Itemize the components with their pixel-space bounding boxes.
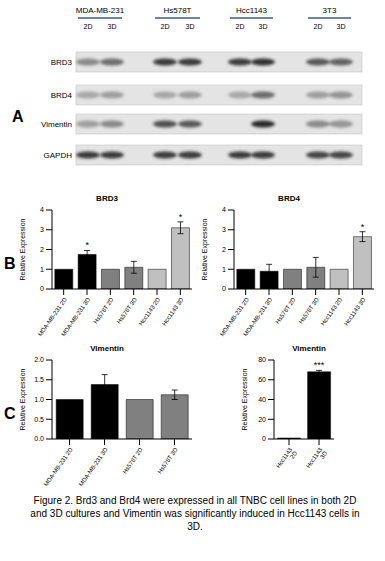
svg-text:MDA-MB-231 2D: MDA-MB-231 2D	[43, 446, 74, 487]
svg-text:0: 0	[262, 435, 266, 442]
svg-text:BRD4: BRD4	[51, 91, 73, 100]
svg-text:*: *	[179, 212, 183, 222]
svg-text:MDA-MB-231 2D: MDA-MB-231 2D	[36, 296, 68, 338]
svg-text:2: 2	[40, 246, 44, 253]
svg-text:2D: 2D	[84, 23, 93, 30]
svg-text:Hs578T: Hs578T	[163, 6, 191, 15]
svg-text:80: 80	[258, 356, 266, 363]
svg-text:*: *	[361, 222, 365, 232]
svg-text:20: 20	[258, 416, 266, 423]
svg-text:Hs578T 3D: Hs578T 3D	[116, 296, 139, 325]
svg-text:0.5: 0.5	[34, 416, 44, 423]
svg-text:60: 60	[258, 376, 266, 383]
svg-text:Hcc11432D: Hcc11432D	[275, 446, 299, 472]
svg-text:Vimentin: Vimentin	[41, 120, 72, 129]
svg-text:MDA-MB-231 3D: MDA-MB-231 3D	[60, 296, 91, 337]
svg-text:1: 1	[222, 266, 226, 273]
svg-text:BRD3: BRD3	[51, 58, 73, 67]
svg-text:2D: 2D	[314, 23, 323, 30]
svg-text:*: *	[85, 240, 89, 250]
svg-text:0: 0	[222, 285, 226, 292]
svg-text:MDA-MB-231: MDA-MB-231	[76, 6, 125, 15]
svg-text:MDA-MB-231 2D: MDA-MB-231 2D	[218, 296, 250, 338]
svg-text:0: 0	[40, 285, 44, 292]
svg-text:Hcc1143 3D: Hcc1143 3D	[343, 296, 367, 327]
svg-text:Hcc11433D: Hcc11433D	[305, 446, 329, 472]
svg-text:Hcc1143 3D: Hcc1143 3D	[161, 296, 185, 327]
svg-text:Hcc1143: Hcc1143	[236, 6, 268, 15]
svg-text:2: 2	[222, 246, 226, 253]
svg-text:Hs578T 2D: Hs578T 2D	[274, 296, 297, 325]
svg-text:***: ***	[314, 360, 325, 370]
svg-text:3D: 3D	[108, 23, 117, 30]
svg-text:GAPDH: GAPDH	[44, 151, 73, 160]
svg-text:2D: 2D	[161, 23, 170, 30]
svg-text:Hs578T 3D: Hs578T 3D	[157, 446, 180, 475]
svg-text:2D: 2D	[236, 23, 245, 30]
svg-text:0.0: 0.0	[34, 435, 44, 442]
svg-text:Relative Expression: Relative Expression	[19, 368, 27, 430]
svg-text:2.0: 2.0	[34, 356, 44, 363]
svg-text:3D: 3D	[186, 23, 195, 30]
html-text:BRD3: BRD3	[96, 194, 118, 203]
html-text:Vimentin: Vimentin	[292, 344, 326, 353]
svg-text:1.0: 1.0	[34, 396, 44, 403]
svg-text:3D: 3D	[259, 23, 268, 30]
svg-text:4: 4	[40, 206, 44, 213]
svg-text:MDA-MB-231 3D: MDA-MB-231 3D	[242, 296, 273, 337]
svg-text:1: 1	[40, 266, 44, 273]
html-text:A: A	[12, 108, 24, 125]
svg-text:40: 40	[258, 396, 266, 403]
svg-text:Relative Expression: Relative Expression	[19, 218, 27, 280]
svg-text:Hcc1143 2D: Hcc1143 2D	[138, 296, 162, 327]
html-text:B: B	[4, 255, 16, 272]
html-text:BRD4: BRD4	[278, 194, 300, 203]
html-text:C: C	[4, 405, 16, 422]
html-text:Figure 2. Brd3 and Brd4 were e: Figure 2. Brd3 and Brd4 were expressed i…	[30, 495, 360, 532]
svg-text:MDA-MB-231 3D: MDA-MB-231 3D	[78, 446, 109, 487]
svg-text:1.5: 1.5	[34, 376, 44, 383]
svg-text:3D: 3D	[337, 23, 346, 30]
svg-text:Hs578T 3D: Hs578T 3D	[298, 296, 321, 325]
svg-text:Hcc1143 2D: Hcc1143 2D	[320, 296, 344, 327]
svg-text:3: 3	[40, 226, 44, 233]
svg-text:Hs578T 2D: Hs578T 2D	[92, 296, 115, 325]
svg-text:3T3: 3T3	[323, 6, 337, 15]
svg-text:3: 3	[222, 226, 226, 233]
html-text:Vimentin: Vimentin	[90, 344, 124, 353]
svg-text:Hs578T 2D: Hs578T 2D	[122, 446, 145, 475]
svg-text:Relative Expression: Relative Expression	[201, 218, 209, 280]
svg-text:4: 4	[222, 206, 226, 213]
svg-text:Relative Expression: Relative Expression	[241, 368, 249, 430]
